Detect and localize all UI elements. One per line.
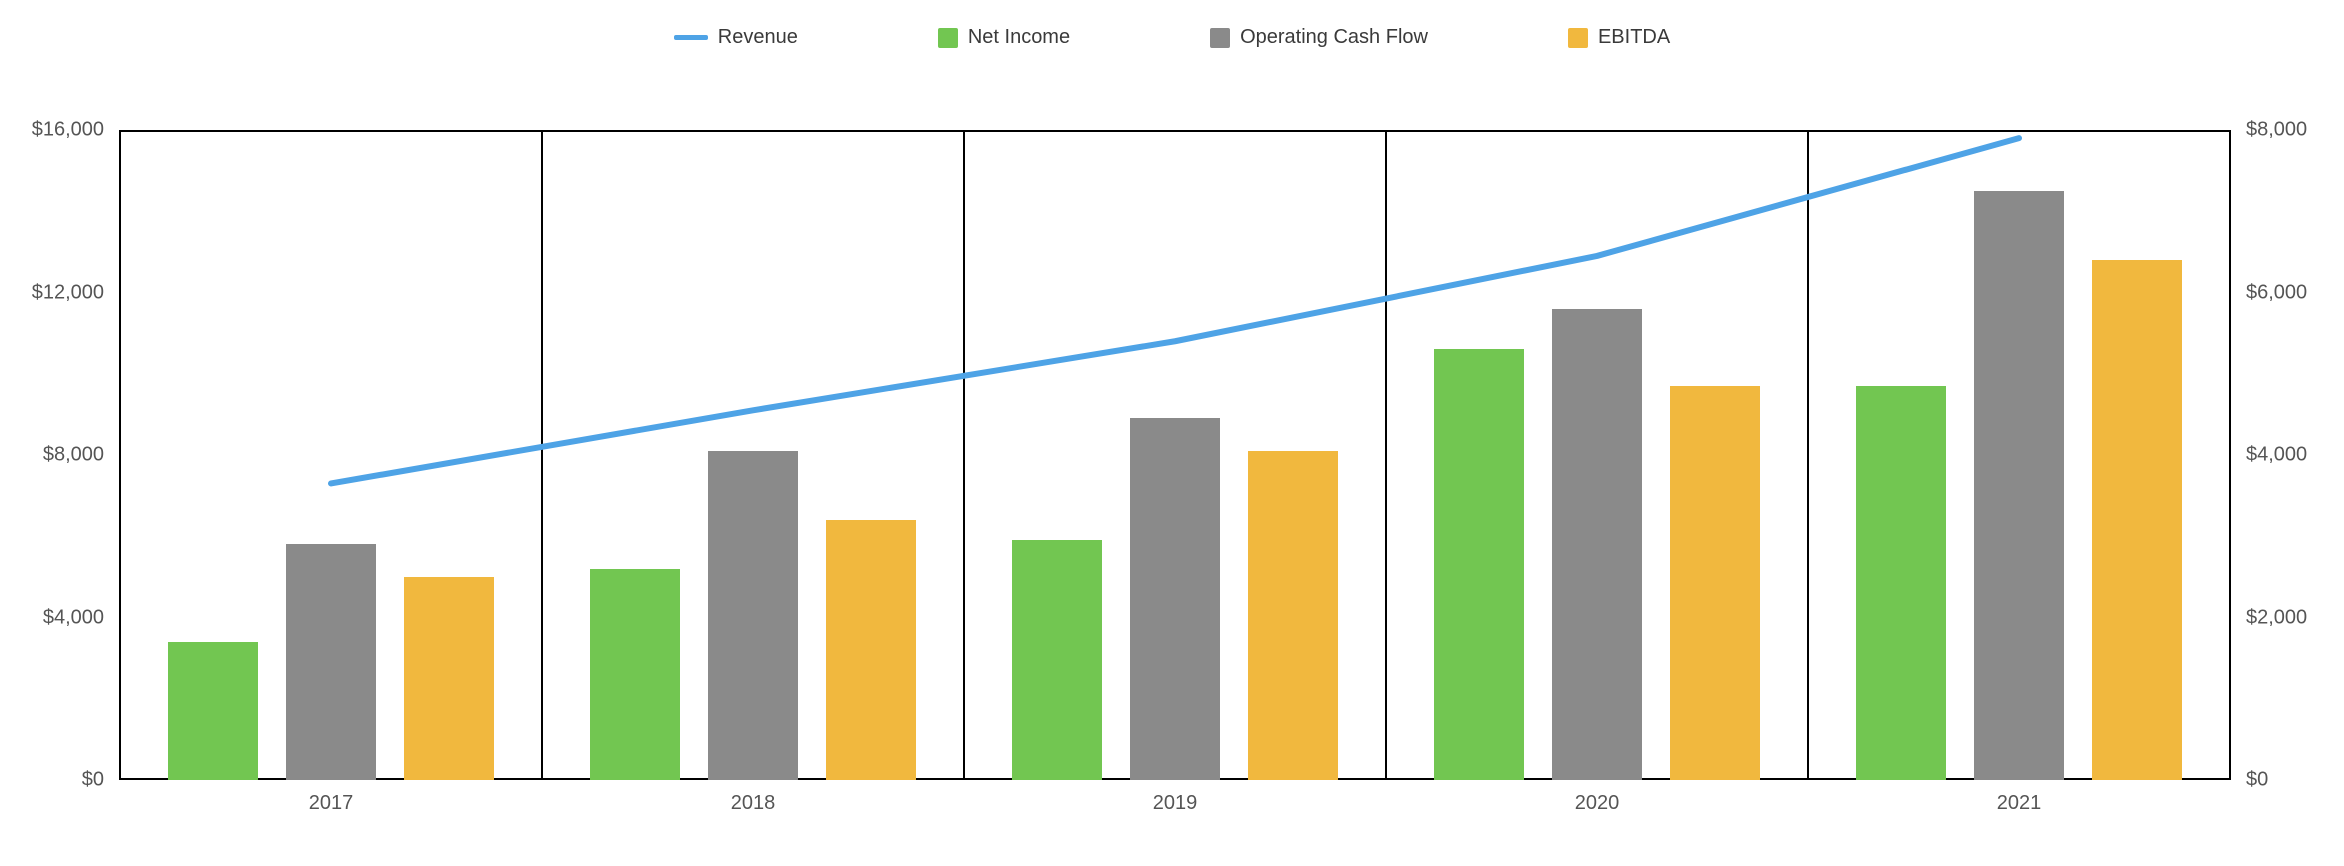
y-left-tick-label: $8,000 — [43, 444, 104, 467]
line-layer — [120, 130, 2230, 780]
x-category-label: 2019 — [1153, 792, 1198, 815]
legend-label: Revenue — [718, 26, 798, 49]
legend-item-revenue: Revenue — [674, 26, 798, 49]
y-right-tick-label: $4,000 — [2246, 444, 2307, 467]
x-category-label: 2017 — [309, 792, 354, 815]
y-left-tick-label: $16,000 — [32, 119, 104, 142]
plot-inner: $0$4,000$8,000$12,000$16,000$0$2,000$4,0… — [120, 130, 2230, 780]
legend-item-ebitda: EBITDA — [1568, 26, 1670, 49]
y-right-tick-label: $6,000 — [2246, 281, 2307, 304]
y-right-tick-label: $8,000 — [2246, 119, 2307, 142]
legend-swatch-square — [1210, 28, 1230, 48]
legend-label: EBITDA — [1598, 26, 1670, 49]
y-left-tick-label: $0 — [82, 769, 104, 792]
y-right-tick-label: $2,000 — [2246, 606, 2307, 629]
financials-combo-chart: Revenue Net Income Operating Cash Flow EBIT… — [0, 0, 2344, 866]
revenue-line — [331, 138, 2019, 483]
legend-item-ocf: Operating Cash Flow — [1210, 26, 1428, 49]
legend-swatch-square — [938, 28, 958, 48]
legend-swatch-square — [1568, 28, 1588, 48]
y-right-tick-label: $0 — [2246, 769, 2268, 792]
y-left-tick-label: $4,000 — [43, 606, 104, 629]
legend-label: Net Income — [968, 26, 1070, 49]
x-category-label: 2018 — [731, 792, 776, 815]
plot-area: $0$4,000$8,000$12,000$16,000$0$2,000$4,0… — [120, 130, 2230, 780]
legend-item-netincome: Net Income — [938, 26, 1070, 49]
legend-swatch-line — [674, 35, 708, 40]
legend-label: Operating Cash Flow — [1240, 26, 1428, 49]
y-left-tick-label: $12,000 — [32, 281, 104, 304]
x-category-label: 2021 — [1997, 792, 2042, 815]
chart-legend: Revenue Net Income Operating Cash Flow EBIT… — [0, 0, 2344, 59]
x-category-label: 2020 — [1575, 792, 1620, 815]
